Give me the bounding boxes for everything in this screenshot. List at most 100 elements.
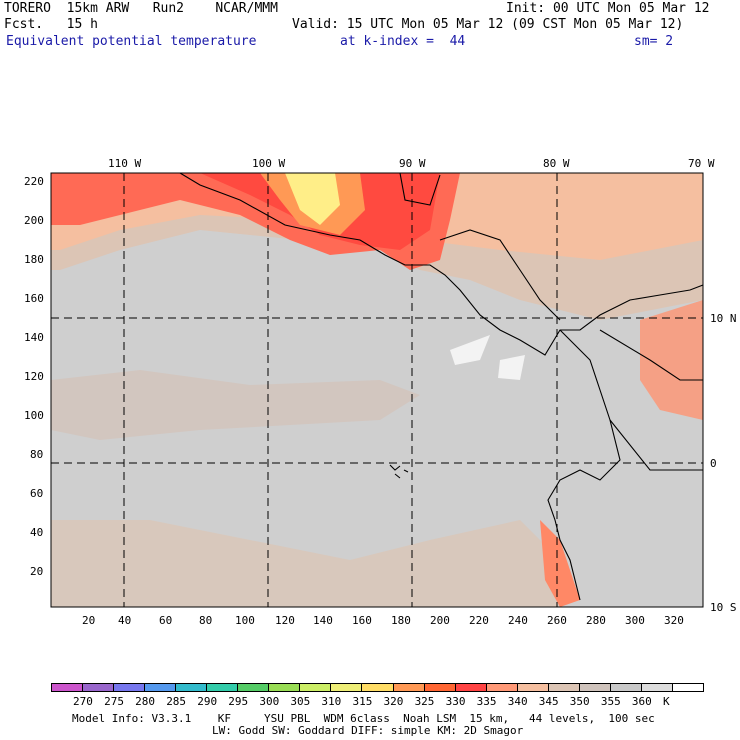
colorbar-label: 355 xyxy=(600,695,621,708)
border-2 xyxy=(609,419,703,471)
lon-label-80w: 80 W xyxy=(543,157,570,170)
colorbar-swatch xyxy=(82,683,115,692)
lat-label-0: 0 xyxy=(710,457,717,470)
field-white-patch-2 xyxy=(498,355,525,380)
y-tick: 20 xyxy=(30,565,44,578)
colorbar-label: 280 xyxy=(135,695,156,708)
x-tick: 320 xyxy=(664,614,684,627)
colorbar-label: 315 xyxy=(352,695,373,708)
colorbar-swatch xyxy=(609,683,642,692)
colorbar-swatch xyxy=(144,683,177,692)
x-tick: 280 xyxy=(586,614,606,627)
colorbar-label: 335 xyxy=(476,695,497,708)
colorbar-swatch xyxy=(671,683,704,692)
coastline-south-america xyxy=(547,329,621,601)
level-label: at k-index = 44 xyxy=(340,34,466,49)
colorbar-swatch xyxy=(547,683,580,692)
smoothing-label: sm= 2 xyxy=(634,34,674,49)
colorbar-swatch xyxy=(268,683,301,692)
x-tick: 260 xyxy=(547,614,567,627)
colorbar-swatch xyxy=(578,683,611,692)
y-tick: 160 xyxy=(24,292,44,305)
field-east-salmon xyxy=(640,300,703,420)
lat-label-10s: 10 S xyxy=(710,601,737,614)
colorbar-label: 330 xyxy=(445,695,466,708)
colorbar-label: 295 xyxy=(228,695,249,708)
field-tan-west xyxy=(51,370,420,440)
y-tick: 220 xyxy=(24,175,44,188)
colorbar-label: 290 xyxy=(197,695,218,708)
x-tick: 80 xyxy=(199,614,213,627)
grid-lines xyxy=(51,173,703,607)
map-frame xyxy=(50,172,704,608)
field-yellow xyxy=(285,173,340,225)
x-tick: 60 xyxy=(159,614,173,627)
x-tick: 100 xyxy=(235,614,255,627)
x-tick: 220 xyxy=(469,614,489,627)
colorbar-swatch xyxy=(237,683,270,692)
colorbar-swatch xyxy=(640,683,673,692)
colorbar-label: 305 xyxy=(290,695,311,708)
lon-label-70w: 70 W xyxy=(688,157,715,170)
y-tick: 80 xyxy=(30,448,44,461)
colorbar-swatch xyxy=(485,683,518,692)
colorbar-swatch xyxy=(51,683,84,692)
x-tick: 40 xyxy=(118,614,132,627)
colorbar-label: 310 xyxy=(321,695,342,708)
colorbar-label: 320 xyxy=(383,695,404,708)
colorbar-swatch xyxy=(330,683,363,692)
galapagos xyxy=(389,464,409,479)
colorbar-swatch xyxy=(299,683,332,692)
x-tick: 140 xyxy=(313,614,333,627)
colorbar-swatch xyxy=(361,683,394,692)
colorbar-label: 350 xyxy=(569,695,590,708)
colorbar-label: 300 xyxy=(259,695,280,708)
x-tick: 200 xyxy=(430,614,450,627)
colorbar-label: K xyxy=(662,695,670,708)
colorbar-label: 270 xyxy=(73,695,93,708)
field-name: Equivalent potential temperature xyxy=(6,34,257,49)
y-tick: 60 xyxy=(30,487,44,500)
x-tick: 120 xyxy=(275,614,295,627)
field-white-patch xyxy=(450,335,490,365)
coastline-mexico xyxy=(179,172,704,356)
valid-time: Valid: 15 UTC Mon 05 Mar 12 (09 CST Mon … xyxy=(292,17,684,32)
colorbar-swatch xyxy=(392,683,425,692)
y-tick: 140 xyxy=(24,331,44,344)
coastlines xyxy=(179,172,704,601)
physics-info: LW: Godd SW: Goddard DIFF: simple KM: 2D… xyxy=(212,724,524,737)
x-tick: 300 xyxy=(625,614,645,627)
header-title: TORERO 15km ARW Run2 NCAR/MMM xyxy=(4,1,278,16)
coastline-caribbean xyxy=(439,229,561,321)
model-info: Model Info: V3.3.1 KF YSU PBL WDM 6class… xyxy=(72,712,655,725)
x-tick: 160 xyxy=(352,614,372,627)
forecast-hour: Fcst. 15 h xyxy=(4,17,98,32)
init-time: Init: 00 UTC Mon 05 Mar 12 xyxy=(506,1,710,16)
lon-label-100w: 100 W xyxy=(252,157,286,170)
colorbar-swatch xyxy=(206,683,239,692)
colorbar-label: 360 xyxy=(631,695,652,708)
colorbar-label: 325 xyxy=(414,695,435,708)
y-tick: 40 xyxy=(30,526,44,539)
x-tick: 240 xyxy=(508,614,528,627)
y-tick: 200 xyxy=(24,214,44,227)
y-tick: 100 xyxy=(24,409,44,422)
colorbar-swatch xyxy=(175,683,208,692)
border-1 xyxy=(599,329,703,381)
x-tick: 20 xyxy=(82,614,96,627)
colorbar-label: 285 xyxy=(166,695,187,708)
colorbar-label: 340 xyxy=(507,695,528,708)
coastline-yucatan xyxy=(399,172,441,206)
colorbar-label: 345 xyxy=(538,695,559,708)
colorbar-swatch xyxy=(454,683,487,692)
field-tan-south xyxy=(51,520,560,607)
lat-label-10n: 10 N xyxy=(710,312,737,325)
x-tick: 180 xyxy=(391,614,411,627)
colorbar-swatch xyxy=(113,683,146,692)
colorbar-swatch xyxy=(516,683,549,692)
lon-label-110w: 110 W xyxy=(108,157,142,170)
field-andes-warm xyxy=(540,520,580,607)
colorbar-label: 275 xyxy=(104,695,124,708)
y-tick: 180 xyxy=(24,253,44,266)
